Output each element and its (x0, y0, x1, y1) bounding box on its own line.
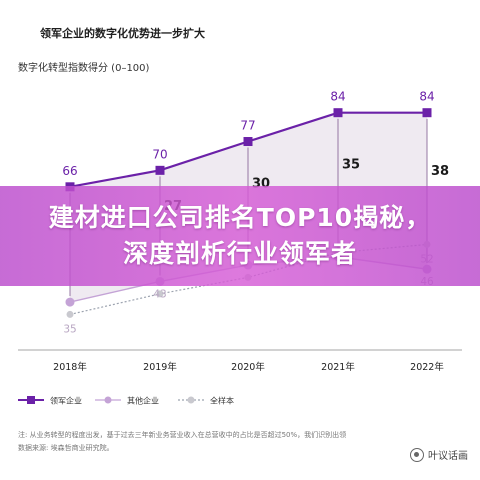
wechat-icon (410, 447, 424, 462)
legend-marker (104, 396, 112, 404)
data-label-leaders: 70 (152, 147, 167, 161)
data-label-leaders: 66 (62, 164, 77, 178)
gap-label: 35 (342, 158, 360, 173)
point-leaders (243, 137, 253, 147)
x-tick-label: 2019年 (143, 361, 177, 373)
point-full-sample (66, 310, 74, 318)
point-leaders (333, 108, 343, 118)
legend-marker (27, 396, 35, 404)
banner-title: 建材进口公司排名TOP10揭秘，深度剖析行业领军者 (48, 203, 432, 268)
data-label-leaders: 84 (330, 90, 345, 104)
chart-title: 领军企业的数字化优势进一步扩大 (39, 26, 205, 40)
legend-label: 其他企业 (127, 396, 159, 406)
legend-marker (187, 396, 195, 404)
legend-label: 领军企业 (50, 396, 82, 406)
data-label-leaders: 77 (240, 119, 255, 133)
footnote-line-1: 注: 从业务转型的程度出发，基于过去三年新业务营业收入在总营收中的占比是否超过5… (18, 430, 346, 439)
watermark: 叶议话画 (406, 445, 472, 464)
legend: 领军企业 其他企业 全样本 (18, 396, 234, 406)
gap-label: 38 (431, 164, 449, 179)
point-full-sample (156, 290, 164, 298)
title-banner: 建材进口公司排名TOP10揭秘，深度剖析行业领军者 (0, 186, 480, 286)
x-tick-label: 2018年 (53, 361, 87, 373)
x-tick-label: 2022年 (410, 361, 444, 373)
legend-label: 全样本 (210, 396, 234, 406)
x-tick-label: 2021年 (321, 361, 355, 373)
x-tick-label: 2020年 (231, 361, 265, 373)
data-label-leaders: 84 (419, 90, 434, 104)
point-leaders (422, 108, 432, 118)
footnote-line-2: 数据来源: 埃森哲商业研究院。 (18, 443, 114, 452)
watermark-text: 叶议话画 (428, 451, 468, 462)
point-other (65, 297, 75, 307)
point-leaders (155, 165, 165, 175)
y-axis-label: 数字化转型指数得分 (0–100) (18, 61, 150, 74)
data-label-lower: 35 (63, 323, 76, 335)
data-label-lower: 43 (153, 288, 166, 300)
